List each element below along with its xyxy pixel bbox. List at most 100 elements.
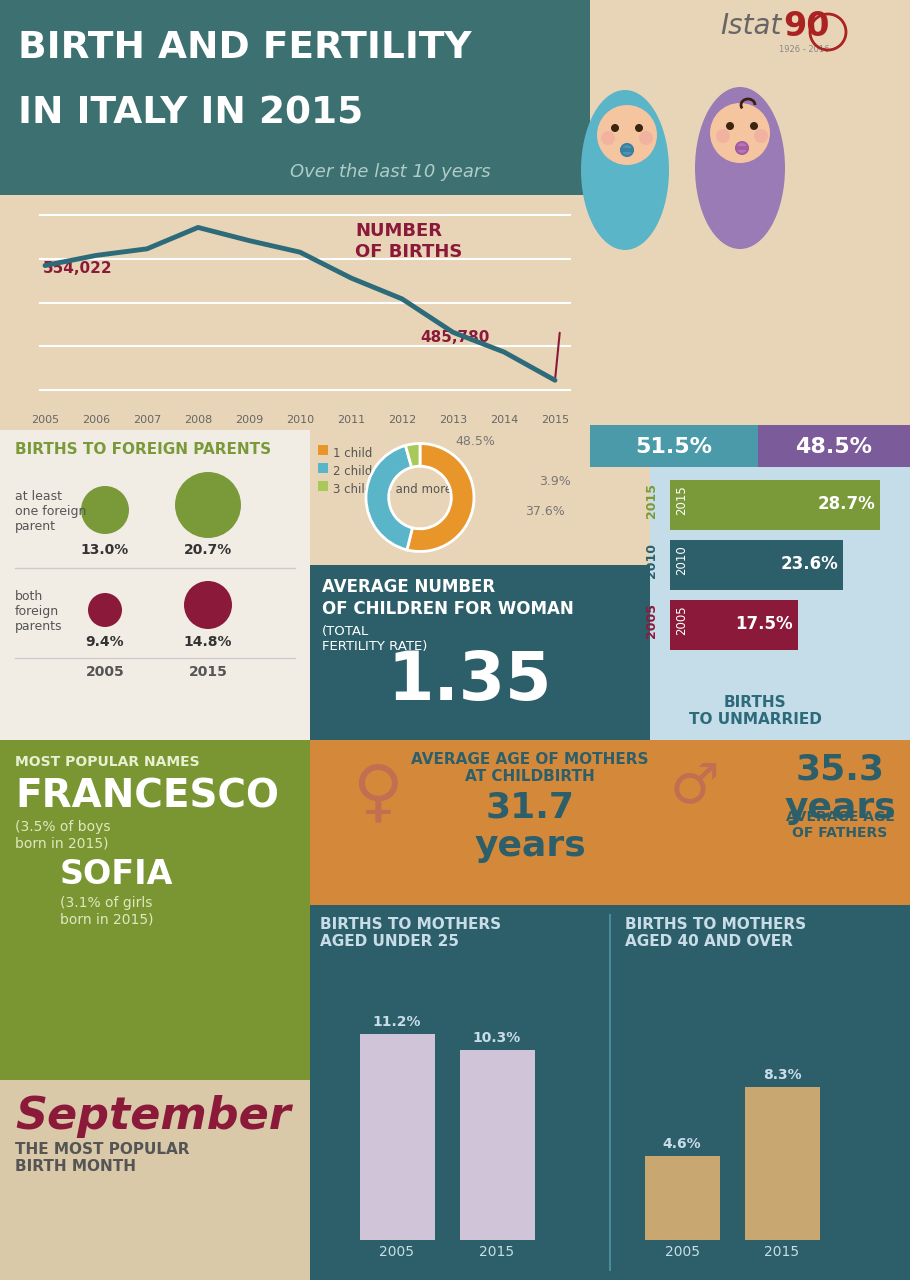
Bar (650, 467, 910, 740)
Text: 14.8%: 14.8% (184, 635, 232, 649)
Bar (0, 430, 310, 740)
Text: IN ITALY IN 2015: IN ITALY IN 2015 (18, 95, 363, 131)
Text: 2005: 2005 (86, 666, 125, 678)
Text: Istat: Istat (720, 12, 782, 40)
Text: ♂: ♂ (670, 760, 720, 814)
Text: 48.5%: 48.5% (455, 435, 495, 448)
Text: both
foreign
parents: both foreign parents (15, 590, 63, 634)
Text: at least
one foreign
parent: at least one foreign parent (15, 490, 86, 532)
Text: 485,780: 485,780 (420, 330, 490, 346)
Text: (3.1% of girls
born in 2015): (3.1% of girls born in 2015) (60, 896, 154, 927)
Circle shape (635, 124, 643, 132)
Circle shape (726, 122, 734, 131)
Circle shape (621, 143, 633, 156)
Circle shape (710, 102, 770, 163)
Circle shape (601, 131, 615, 145)
Circle shape (750, 122, 758, 131)
Text: 35.3
years: 35.3 years (784, 751, 895, 826)
Text: 2006: 2006 (82, 415, 110, 425)
Bar (0, 1080, 310, 1280)
Bar (670, 480, 880, 530)
Text: 2009: 2009 (235, 415, 263, 425)
Text: 2010: 2010 (675, 545, 688, 575)
Bar (645, 1156, 720, 1240)
Text: AVERAGE AGE OF MOTHERS
AT CHILDBIRTH: AVERAGE AGE OF MOTHERS AT CHILDBIRTH (411, 751, 649, 785)
Text: 2008: 2008 (184, 415, 212, 425)
Text: 2015: 2015 (675, 485, 688, 515)
Bar (360, 1034, 435, 1240)
Text: 554,022: 554,022 (43, 261, 113, 275)
Text: 28.7%: 28.7% (817, 495, 875, 513)
Text: 2010: 2010 (645, 543, 658, 577)
Text: 2013: 2013 (439, 415, 467, 425)
Text: 31.7
years: 31.7 years (474, 790, 586, 864)
Text: (TOTAL
FERTILITY RATE): (TOTAL FERTILITY RATE) (322, 625, 428, 653)
Text: 2015: 2015 (764, 1245, 800, 1260)
Text: 4.6%: 4.6% (662, 1137, 702, 1151)
Text: 2015: 2015 (541, 415, 569, 425)
Text: FRANCESCO: FRANCESCO (15, 778, 279, 817)
Text: 13.0%: 13.0% (81, 543, 129, 557)
Text: 2005: 2005 (31, 415, 59, 425)
Text: 10.3%: 10.3% (473, 1030, 521, 1044)
Text: 2005: 2005 (675, 605, 688, 635)
Bar (318, 463, 328, 474)
Bar (735, 146, 749, 150)
Text: OF CHILDREN FOR WOMAN: OF CHILDREN FOR WOMAN (322, 600, 573, 618)
Ellipse shape (581, 90, 669, 250)
Text: BIRTHS TO MOTHERS
AGED UNDER 25: BIRTHS TO MOTHERS AGED UNDER 25 (320, 916, 501, 950)
Ellipse shape (695, 87, 785, 250)
Circle shape (81, 486, 129, 534)
Text: 2011: 2011 (337, 415, 365, 425)
Text: September: September (15, 1094, 291, 1138)
Bar (670, 600, 798, 650)
Text: 17.5%: 17.5% (735, 614, 793, 634)
Circle shape (597, 105, 657, 165)
Text: 23.6%: 23.6% (780, 556, 838, 573)
Text: Over the last 10 years: Over the last 10 years (289, 163, 490, 180)
Text: 2005: 2005 (664, 1245, 700, 1260)
Text: 3.9%: 3.9% (539, 475, 571, 488)
Bar (620, 148, 634, 152)
Text: AVERAGE AGE
OF FATHERS: AVERAGE AGE OF FATHERS (785, 810, 895, 840)
Text: 2005: 2005 (645, 603, 658, 637)
Text: (3.5% of boys
born in 2015): (3.5% of boys born in 2015) (15, 820, 110, 850)
Text: 2 children: 2 children (333, 465, 392, 477)
Text: MOST POPULAR NAMES: MOST POPULAR NAMES (15, 755, 199, 769)
Circle shape (184, 581, 232, 628)
Bar (318, 481, 328, 492)
Text: 2015: 2015 (480, 1245, 514, 1260)
Text: 48.5%: 48.5% (795, 436, 873, 457)
Bar (0, 195, 590, 425)
Wedge shape (407, 443, 474, 552)
Bar (590, 0, 910, 195)
Bar (590, 425, 758, 467)
Text: 8.3%: 8.3% (763, 1068, 802, 1082)
Text: BIRTHS TO MOTHERS
AGED 40 AND OVER: BIRTHS TO MOTHERS AGED 40 AND OVER (625, 916, 806, 950)
Bar (310, 740, 910, 905)
Text: AVERAGE NUMBER: AVERAGE NUMBER (322, 579, 495, 596)
Text: 1.35: 1.35 (388, 648, 552, 714)
Text: 2015: 2015 (188, 666, 228, 678)
Bar (0, 740, 310, 1080)
Bar (310, 564, 650, 740)
Text: BIRTHS TO FOREIGN PARENTS: BIRTHS TO FOREIGN PARENTS (15, 442, 271, 457)
Text: 90: 90 (783, 10, 830, 44)
Circle shape (754, 129, 768, 143)
Circle shape (736, 142, 748, 154)
Text: 2005: 2005 (379, 1245, 414, 1260)
Bar (318, 445, 328, 454)
Text: 2010: 2010 (286, 415, 314, 425)
Text: BIRTH AND FERTILITY: BIRTH AND FERTILITY (18, 29, 471, 67)
Text: 3 children and more: 3 children and more (333, 483, 452, 495)
Bar (310, 430, 650, 564)
Bar (0, 0, 590, 195)
Text: 37.6%: 37.6% (525, 506, 565, 518)
Text: THE MOST POPULAR
BIRTH MONTH: THE MOST POPULAR BIRTH MONTH (15, 1142, 189, 1175)
Bar (310, 905, 910, 1280)
Wedge shape (366, 445, 412, 550)
Circle shape (639, 131, 653, 145)
Text: 20.7%: 20.7% (184, 543, 232, 557)
Text: 9.4%: 9.4% (86, 635, 125, 649)
Text: ♀: ♀ (352, 760, 403, 827)
